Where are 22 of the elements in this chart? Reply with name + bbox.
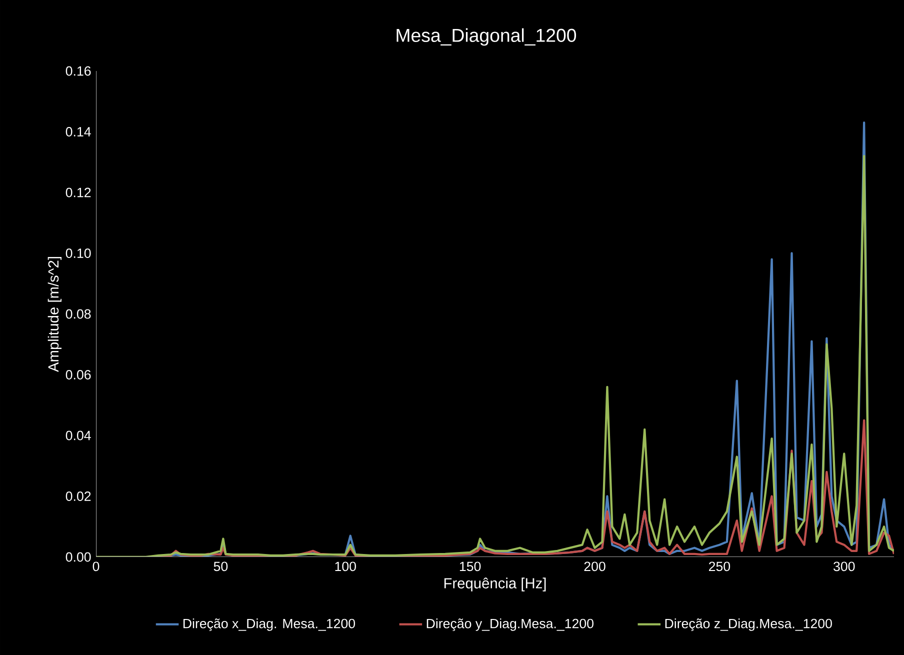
y-tick-label: 0.04 [66,430,91,440]
x-tick-label: 0 [92,562,100,572]
x-axis-title: Frequência [Hz] [444,578,546,592]
y-tick-label: 0.10 [66,248,91,258]
x-tick-label: 250 [708,562,730,572]
y-tick-label: 0.02 [66,492,91,501]
y-tick-label: 0.06 [66,370,91,380]
y-tick-label: 0.00 [66,552,91,562]
x-tick-label: 100 [335,562,356,572]
legend-label: Direção y_Diag.Mesa._1200 [426,618,594,631]
y-tick-label: 0.16 [66,66,91,76]
x-tick-label: 200 [584,562,606,572]
x-tick-label: 150 [460,562,481,572]
x-tick-label: 50 [214,562,228,572]
legend-label: Direção z_Diag.Mesa._1200 [665,618,832,631]
x-tick-label: 300 [834,562,855,572]
y-tick-label: 0.12 [66,188,91,198]
y-axis-title: Amplitude [m/s^2] [48,257,62,372]
legend-label: Direção x_Diag. Mesa._1200 [183,618,356,631]
y-tick-label: 0.08 [66,309,91,319]
chart-title: Mesa_Diagonal_1200 [396,28,576,46]
y-tick-label: 0.14 [66,127,91,136]
